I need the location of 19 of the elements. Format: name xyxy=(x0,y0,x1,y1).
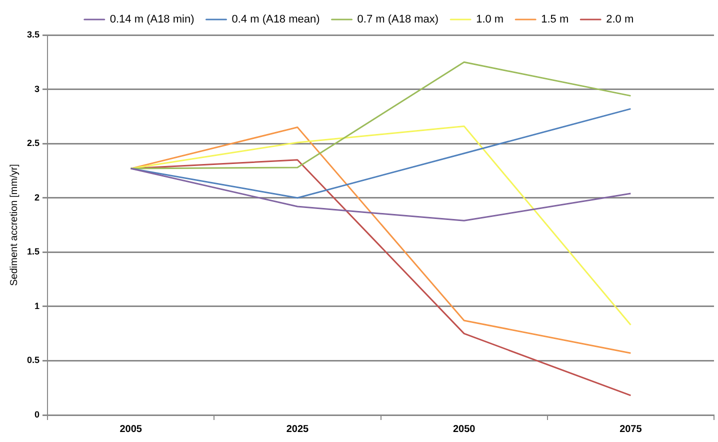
y-tick-label: 3 xyxy=(34,84,40,94)
y-tick-label: 1.5 xyxy=(26,246,40,257)
x-tick-label: 2075 xyxy=(620,424,642,435)
y-tick-label: 3.5 xyxy=(26,29,40,40)
x-tick-label: 2025 xyxy=(286,424,310,435)
legend-label: 2.0 m xyxy=(606,14,634,26)
legend-label: 0.7 m (A18 max) xyxy=(357,14,439,26)
y-tick-label: 2 xyxy=(34,192,40,202)
x-tick-label: 2005 xyxy=(120,424,142,435)
x-tick-label: 2050 xyxy=(452,424,476,435)
y-axis-title: Sediment accretion [mm/yr] xyxy=(8,164,20,286)
y-tick-label: 0.5 xyxy=(26,355,40,366)
legend-label: 0.4 m (A18 mean) xyxy=(232,14,320,26)
y-tick-label: 0 xyxy=(34,409,40,420)
y-tick-label: 1 xyxy=(34,300,40,311)
legend-label: 0.14 m (A18 min) xyxy=(110,14,194,26)
legend-label: 1.5 m xyxy=(541,14,569,26)
legend-label: 1.0 m xyxy=(476,14,504,26)
y-tick-label: 2.5 xyxy=(26,138,40,148)
